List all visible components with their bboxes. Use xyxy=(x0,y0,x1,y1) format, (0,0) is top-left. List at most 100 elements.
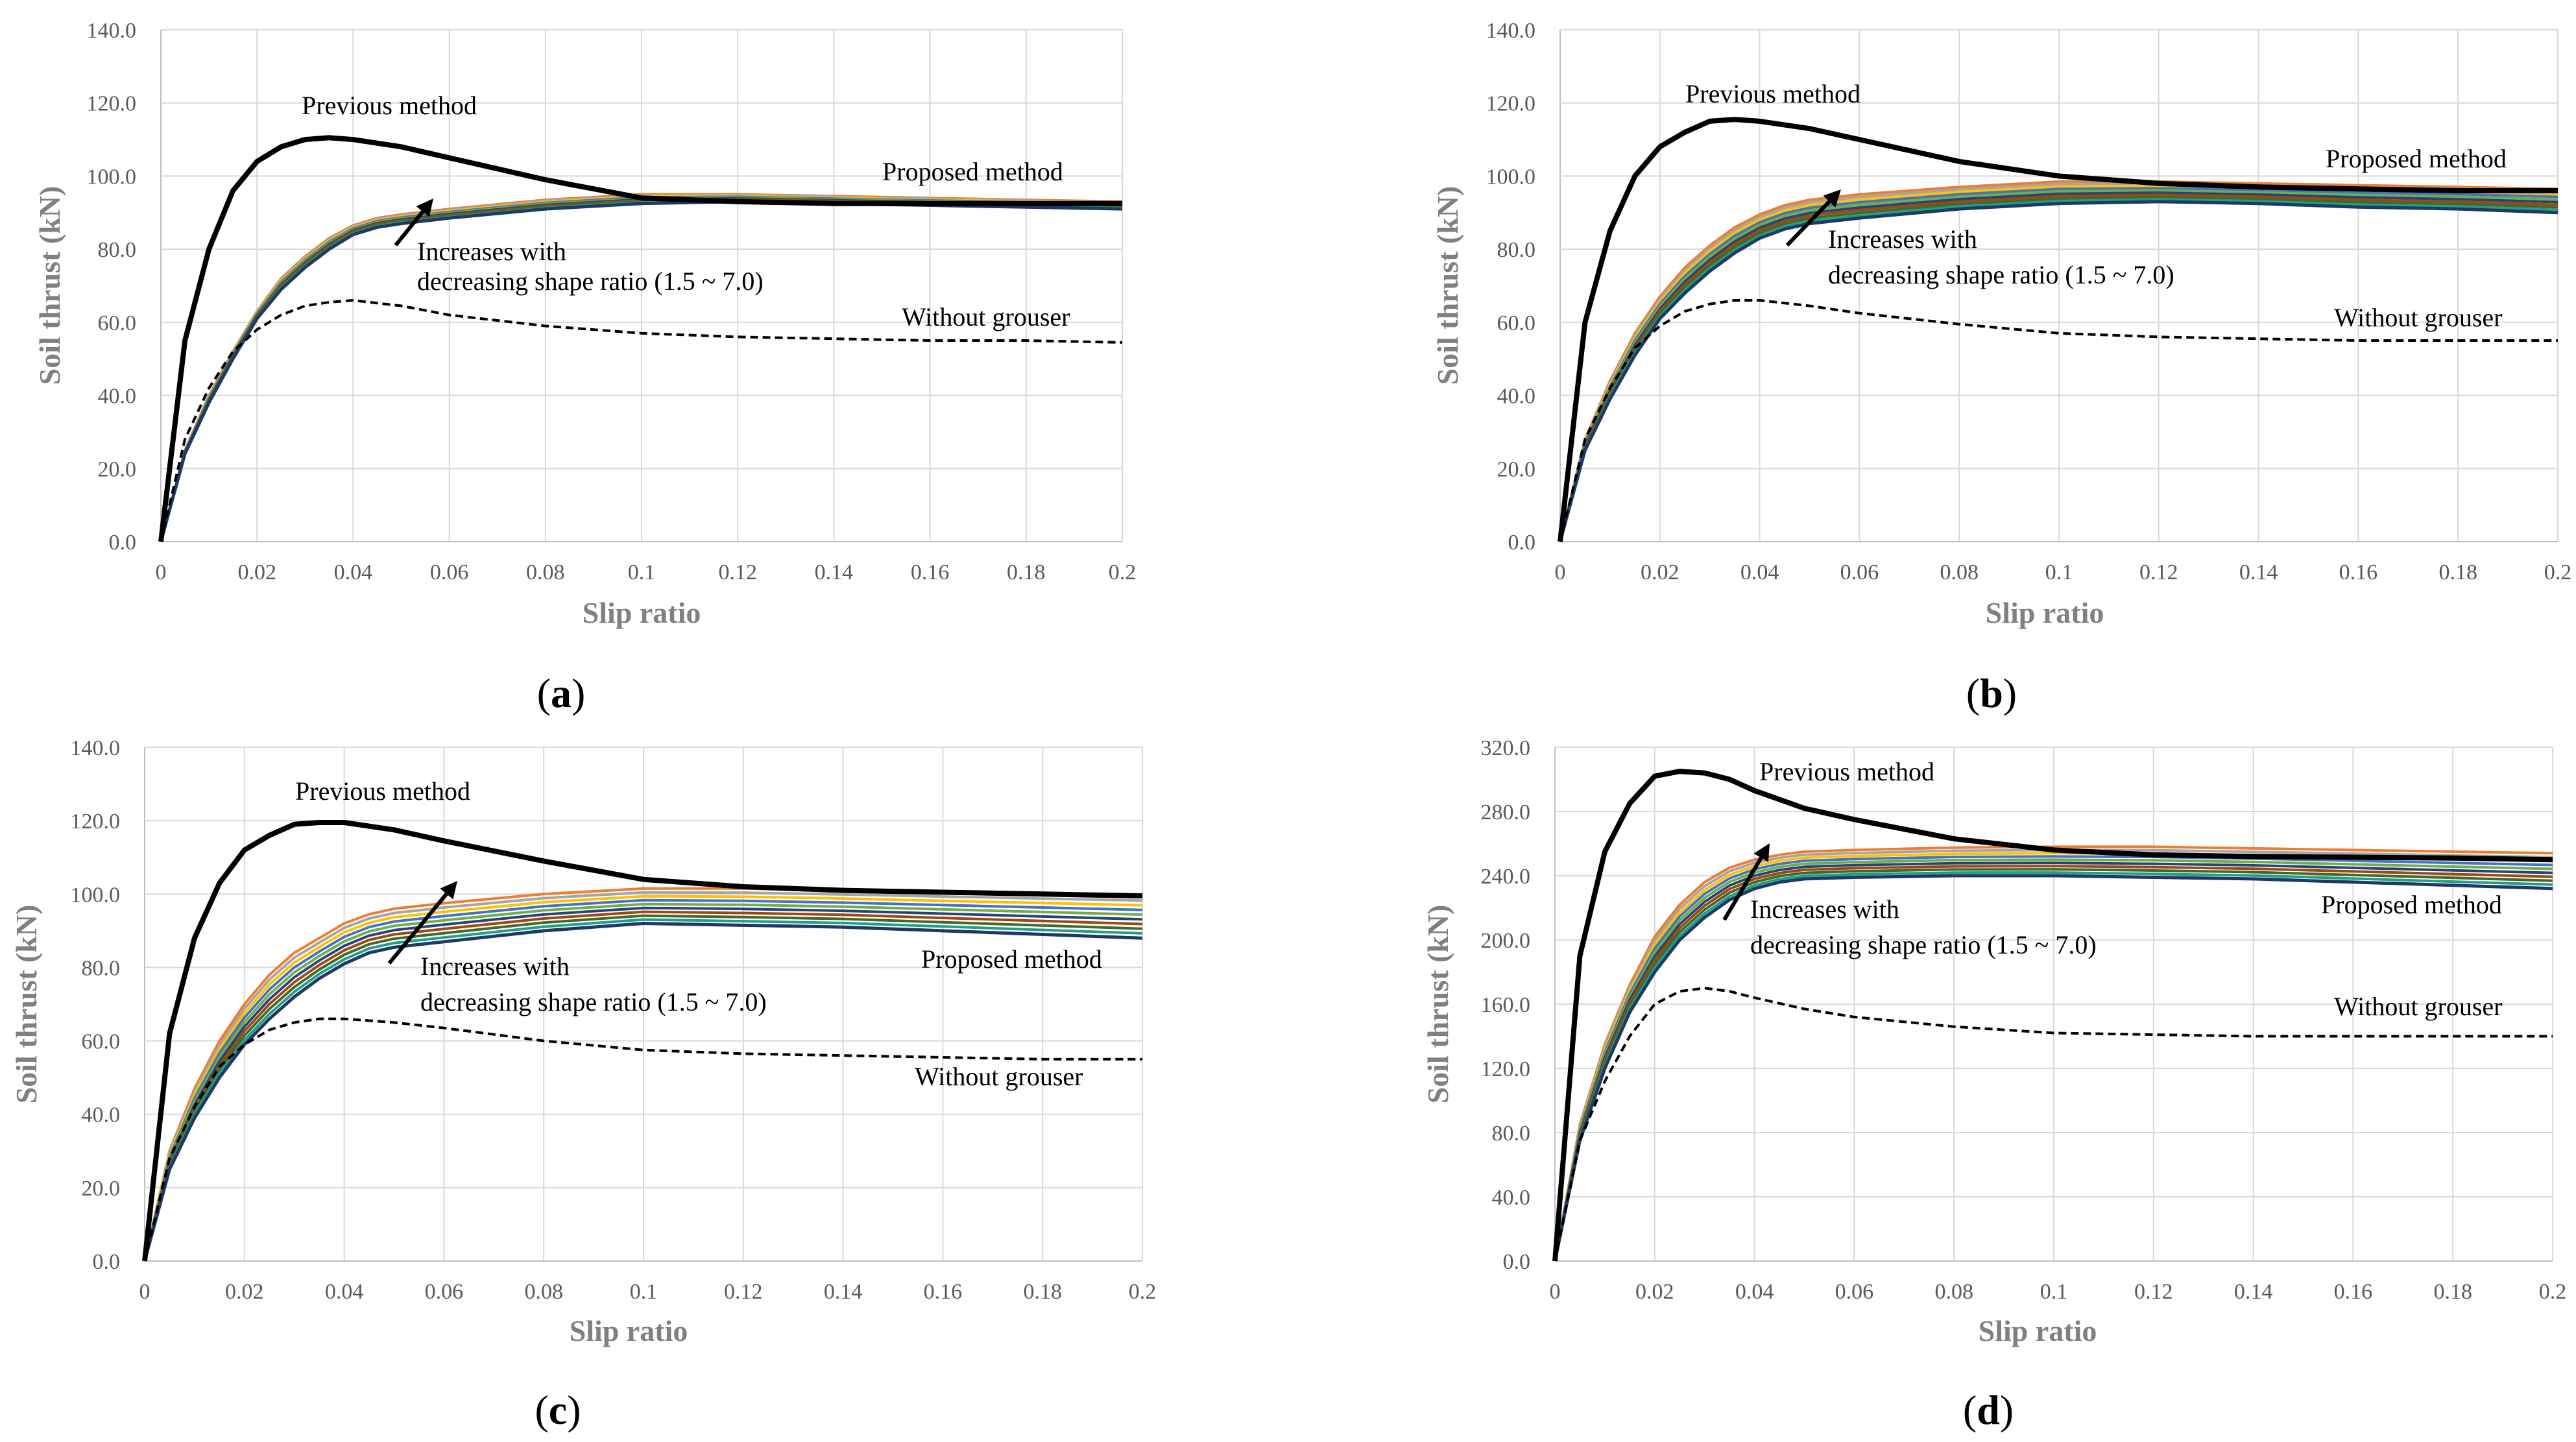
x-tick-label: 0.16 xyxy=(911,560,950,584)
annotation-proposed-method: Proposed method xyxy=(882,157,1063,186)
arrow-head xyxy=(1753,843,1770,862)
series-line-previous-method xyxy=(158,135,1122,542)
y-tick-label: 100.0 xyxy=(71,883,121,907)
x-tick-label: 0.12 xyxy=(2134,1280,2173,1304)
series-line-previous-method xyxy=(142,820,1143,1262)
x-axis-label: Slip ratio xyxy=(583,596,701,629)
annotation-increase-line1: Increases with xyxy=(1750,895,1899,924)
y-tick-label: 0.0 xyxy=(93,1250,121,1274)
x-tick-label: 0.02 xyxy=(225,1280,264,1304)
x-tick-label: 0.1 xyxy=(2045,560,2073,584)
panel-d: 0.040.080.0120.0160.0200.0240.0280.0320.… xyxy=(1421,736,2566,1433)
y-tick-label: 80.0 xyxy=(98,238,137,262)
series-line-proposed-method xyxy=(143,906,1143,1262)
y-tick-label: 160.0 xyxy=(1481,993,1531,1017)
curves xyxy=(1558,117,2558,542)
arrow-shaft xyxy=(394,210,425,246)
x-tick-label: 0.14 xyxy=(815,560,854,584)
y-tick-labels: 0.0 40.0 80.0 120.0 160.0 200.0 240.0 280.0 320.… xyxy=(1481,736,1531,1274)
y-tick-labels: 0.0 20.0 40.0 60.0 80.0 100.0 120.0 140.0 xyxy=(71,736,121,1274)
y-tick-label: 100.0 xyxy=(1486,165,1536,189)
y-tick-label: 120.0 xyxy=(1481,1057,1531,1081)
arrow-shaft xyxy=(387,893,448,965)
annotation-increase-line2: decreasing shape ratio (1.5 ~ 7.0) xyxy=(1828,260,2174,289)
x-tick-label: 0.18 xyxy=(2433,1280,2472,1304)
y-axis-label: Soil thrust (kN) xyxy=(1421,905,1454,1104)
series-line-proposed-method xyxy=(1554,868,2553,1262)
x-tick-label: 0.06 xyxy=(425,1280,464,1304)
panel-b: 0.0 20.0 40.0 60.0 80.0 100.0 120.0 140.0 0 0.02… xyxy=(1431,19,2571,716)
x-tick-label: 0.04 xyxy=(1740,560,1779,584)
series-line-proposed-method xyxy=(143,898,1143,1262)
series-line-proposed-method xyxy=(1559,196,2558,542)
y-tick-label: 0.0 xyxy=(1503,1250,1531,1274)
series-line-proposed-method xyxy=(1559,191,2558,542)
x-tick-label: 0.02 xyxy=(237,560,276,584)
x-tick-label: 0.2 xyxy=(1129,1280,1157,1304)
series-line-proposed-method xyxy=(1554,845,2553,1262)
annotation-increase-line2: decreasing shape ratio (1.5 ~ 7.0) xyxy=(1750,930,2097,959)
series-line-proposed-method xyxy=(143,902,1143,1262)
grid-lines xyxy=(1554,747,2553,1262)
x-tick-label: 0.2 xyxy=(2544,560,2572,584)
curves xyxy=(158,135,1123,542)
series-line-without-grouser xyxy=(143,1017,1142,1262)
x-tick-label: 0.18 xyxy=(2438,560,2477,584)
y-tick-label: 120.0 xyxy=(1486,92,1536,116)
x-tick-label: 0.12 xyxy=(718,560,757,584)
curves xyxy=(142,820,1143,1262)
y-tick-label: 20.0 xyxy=(82,1177,121,1201)
arrow-shaft xyxy=(1785,200,1831,247)
x-tick-label: 0.18 xyxy=(1007,560,1046,584)
annotation-increase-line1: Increases with xyxy=(1828,224,1977,254)
x-tick-label: 0.06 xyxy=(1840,560,1879,584)
increase-arrow xyxy=(1722,843,1770,921)
x-tick-label: 0.14 xyxy=(2239,560,2278,584)
x-tick-label: 0.16 xyxy=(2339,560,2378,584)
x-tick-labels: 0 0.02 0.04 0.06 0.08 0.1 0.12 0.14 0.16 0.18 0.2 xyxy=(139,1280,1157,1304)
panel-c: 0.0 20.0 40.0 60.0 80.0 100.0 120.0 140.0 0 0.02… xyxy=(10,736,1156,1433)
series-line-previous-method xyxy=(1552,769,2553,1262)
panel-label: (a) xyxy=(537,670,586,716)
series-line-proposed-method xyxy=(1553,874,2553,1262)
x-axis-label: Slip ratio xyxy=(1979,1314,2097,1347)
y-tick-label: 60.0 xyxy=(82,1030,121,1054)
y-tick-label: 20.0 xyxy=(98,457,137,481)
x-tick-labels: 0 0.02 0.04 0.06 0.08 0.1 0.12 0.14 0.16 0.18 0.2 xyxy=(1555,560,2572,584)
y-tick-label: 240.0 xyxy=(1481,865,1531,889)
x-tick-label: 0.02 xyxy=(1641,560,1679,584)
x-tick-label: 0.08 xyxy=(1934,1280,1973,1304)
grid-lines xyxy=(160,29,1123,542)
y-tick-labels: 0.0 20.0 40.0 60.0 80.0 100.0 120.0 140.0 xyxy=(1486,19,1536,555)
y-tick-label: 100.0 xyxy=(87,165,137,189)
y-tick-label: 80.0 xyxy=(1497,238,1536,262)
annotation-proposed-method: Proposed method xyxy=(921,944,1102,974)
x-tick-label: 0.12 xyxy=(2139,560,2178,584)
arrow-head xyxy=(416,198,433,217)
series-line-without-grouser xyxy=(160,298,1123,542)
y-axis-label: Soil thrust (kN) xyxy=(1431,186,1464,385)
series-line-proposed-method xyxy=(143,914,1143,1262)
series-line-previous-method xyxy=(1558,117,2558,542)
x-tick-label: 0.1 xyxy=(630,1280,658,1304)
x-tick-label: 0 xyxy=(1555,560,1566,584)
x-tick-labels: 0 0.02 0.04 0.06 0.08 0.1 0.12 0.14 0.16 0.18 0.2 xyxy=(156,560,1137,584)
x-tick-label: 0.02 xyxy=(1635,1280,1674,1304)
y-tick-label: 120.0 xyxy=(87,92,137,116)
x-tick-label: 0.12 xyxy=(724,1280,763,1304)
annotation-without-grouser: Without grouser xyxy=(902,302,1070,331)
x-tick-label: 0.04 xyxy=(325,1280,364,1304)
y-tick-label: 200.0 xyxy=(1481,929,1531,953)
panel-label: (b) xyxy=(1966,670,2017,716)
y-tick-label: 20.0 xyxy=(1497,457,1536,481)
x-tick-label: 0.16 xyxy=(924,1280,963,1304)
annotation-increase-line2: decreasing shape ratio (1.5 ~ 7.0) xyxy=(420,987,767,1016)
annotation-proposed-method: Proposed method xyxy=(2321,890,2502,919)
annotation-previous-method: Previous method xyxy=(295,776,470,806)
series-line-proposed-method xyxy=(1554,858,2553,1262)
x-tick-label: 0 xyxy=(156,560,167,584)
series-line-proposed-method xyxy=(1554,865,2553,1262)
y-tick-label: 0.0 xyxy=(109,531,137,555)
increase-arrow xyxy=(1785,189,1841,247)
